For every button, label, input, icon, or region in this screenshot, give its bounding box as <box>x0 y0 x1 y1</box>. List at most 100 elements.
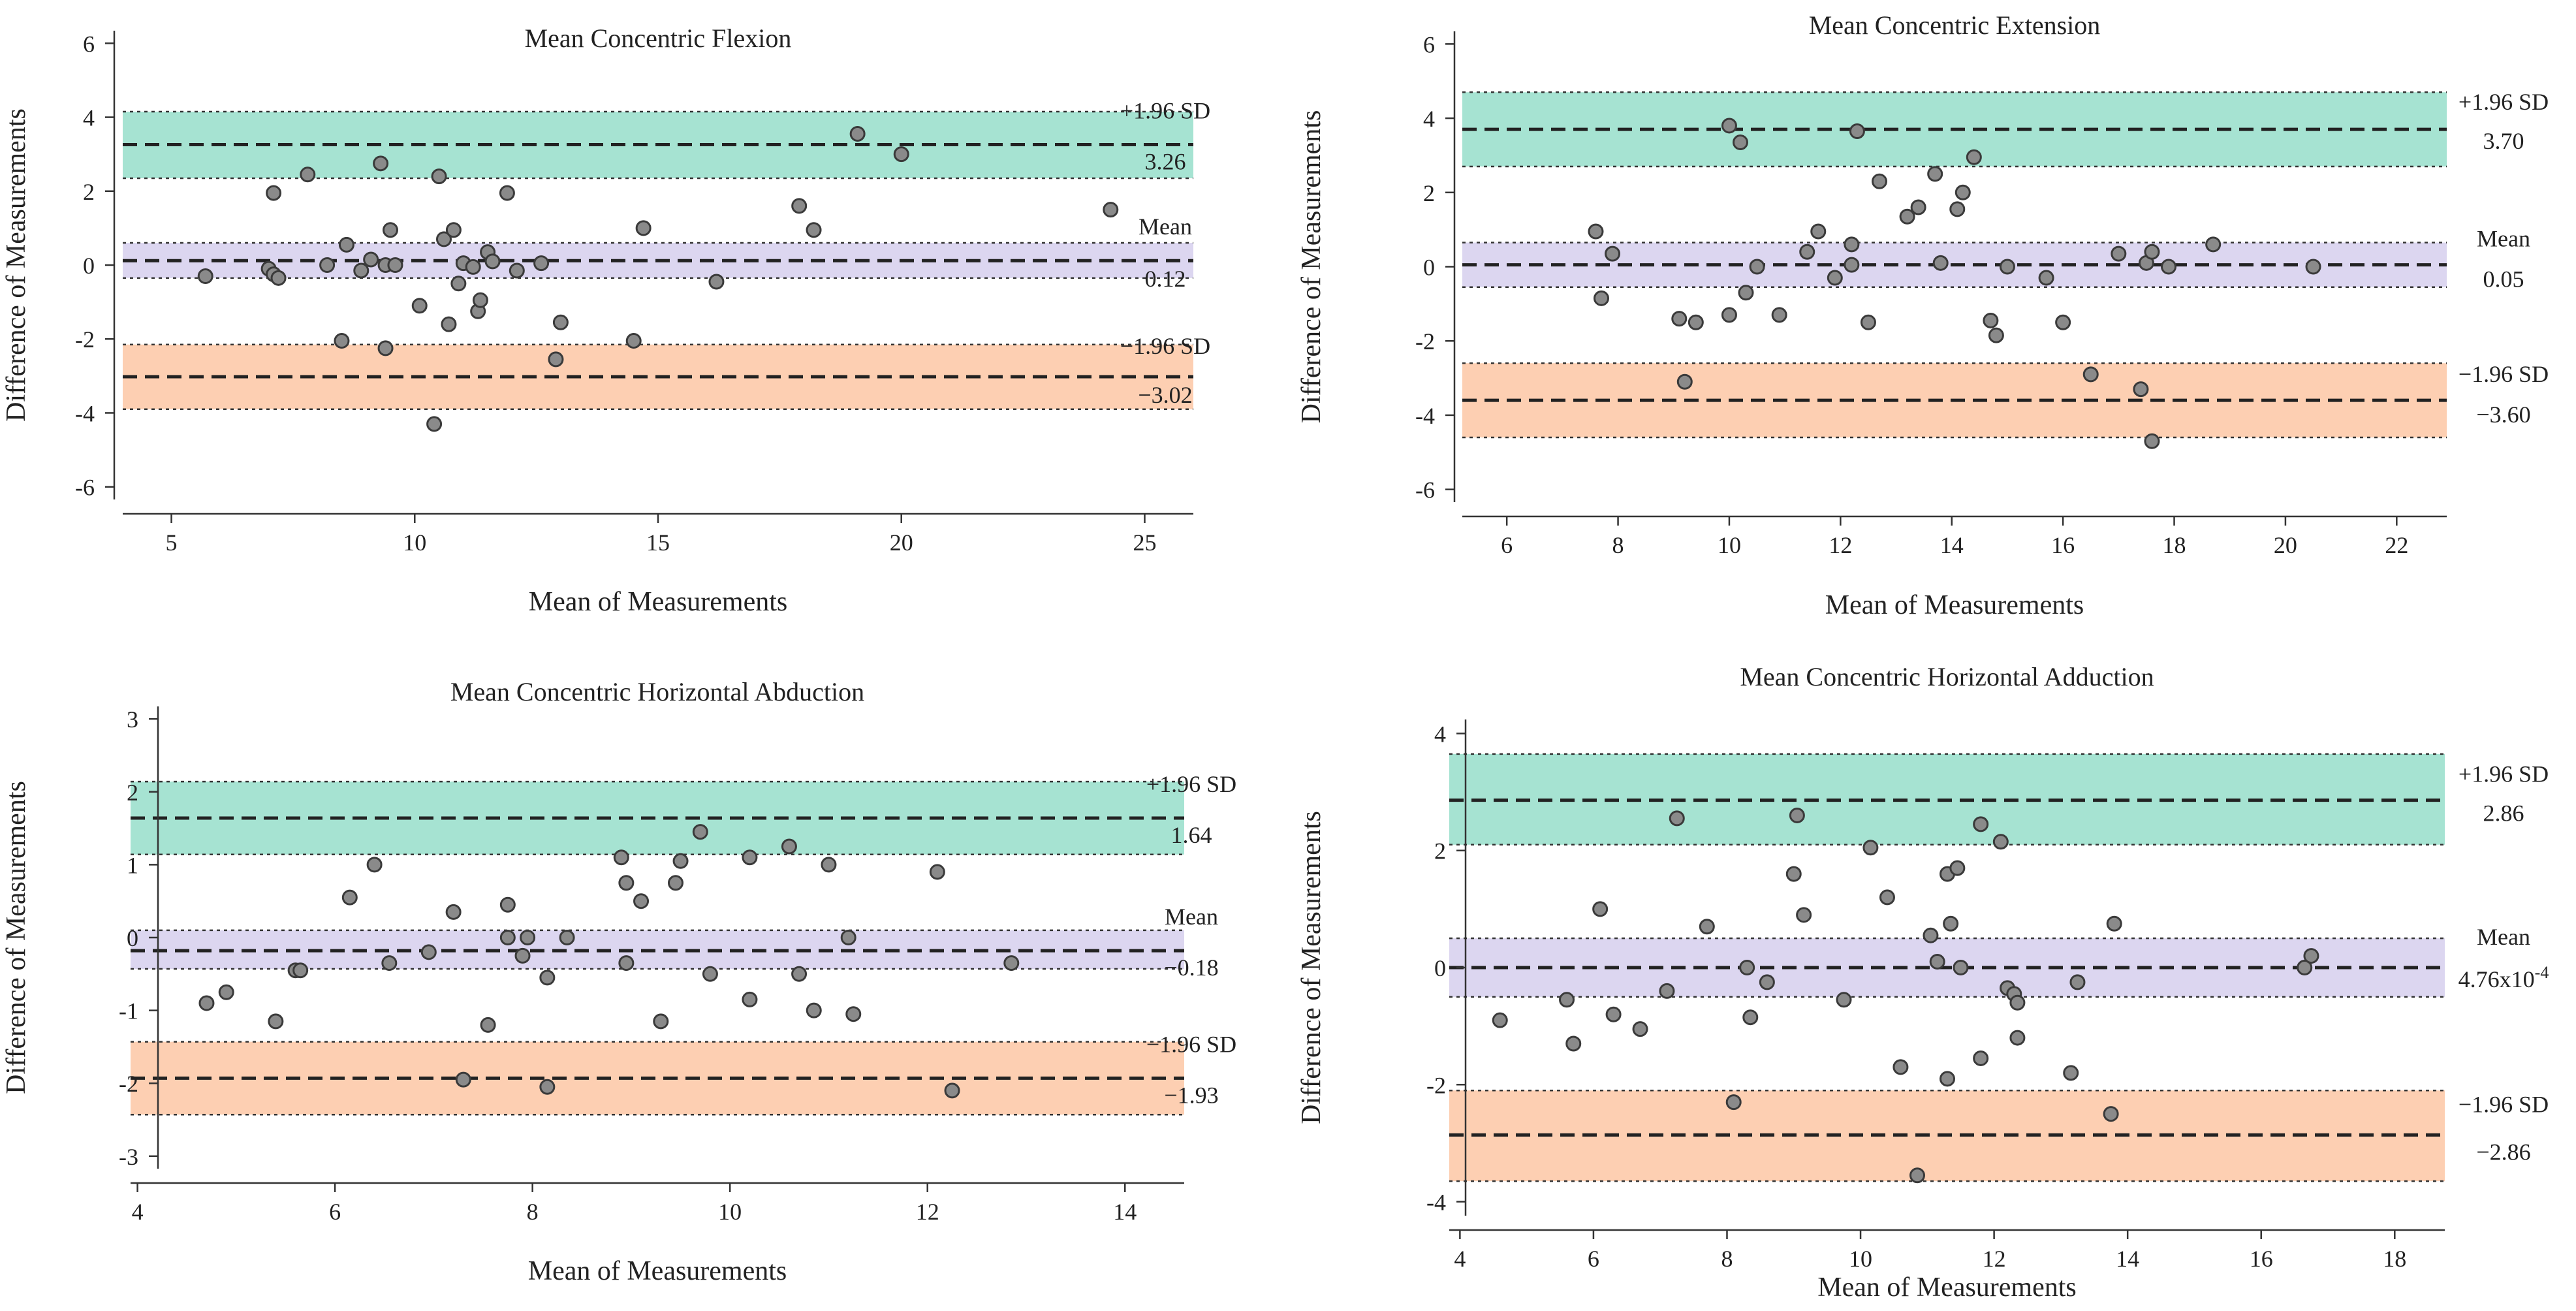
y-tick-label: -6 <box>75 475 95 501</box>
data-point <box>319 257 336 273</box>
data-point <box>2144 244 2160 260</box>
data-point <box>431 168 447 185</box>
x-tick-label: 15 <box>646 529 670 556</box>
lower-limit-label: −1.96 SD <box>2458 1091 2549 1117</box>
data-point <box>383 222 398 238</box>
data-point <box>1940 1071 1956 1087</box>
lower-limit-label: −1.96 SD <box>1120 333 1210 359</box>
x-tick-label: 14 <box>1940 532 1964 558</box>
x-axis-label: Mean of Measurements <box>1825 590 2084 620</box>
data-point <box>893 146 909 163</box>
data-point <box>2038 270 2054 286</box>
x-tick-label: 20 <box>890 529 913 556</box>
data-point <box>2055 314 2071 330</box>
x-tick-label: 6 <box>1588 1246 1599 1272</box>
y-tick-label: 3 <box>127 706 138 733</box>
data-point <box>520 930 536 945</box>
lower-limit-value: −2.86 <box>2476 1139 2530 1165</box>
data-point <box>509 262 525 279</box>
data-point <box>1739 960 1755 975</box>
y-tick-label: 2 <box>83 179 95 205</box>
data-point <box>1871 173 1887 189</box>
data-point <box>499 185 515 201</box>
data-point <box>613 849 629 866</box>
data-point <box>1827 270 1843 286</box>
data-point <box>197 268 213 284</box>
y-tick-label: 0 <box>1423 255 1435 281</box>
data-point <box>1943 915 1959 932</box>
data-point <box>1799 244 1815 260</box>
chart-title: Mean Concentric Extension <box>1809 10 2101 40</box>
data-point <box>1669 810 1685 827</box>
data-point <box>499 930 516 945</box>
data-point <box>1789 807 1805 823</box>
upper-limit-value: 2.86 <box>2483 800 2524 827</box>
data-point <box>1738 285 1754 301</box>
upper-limit-value: 1.64 <box>1171 822 1212 848</box>
chart-panel-4: 4 2 0 -2 -4 4 6 8 10 12 14 16 18 +1.96 SD 2.86 Mean 4.76… <box>1296 662 2549 1303</box>
data-point <box>1559 992 1575 1008</box>
data-point <box>1588 223 1604 240</box>
data-point <box>1721 118 1737 134</box>
data-point <box>377 340 394 356</box>
data-point <box>1992 834 2009 850</box>
data-point <box>1988 327 2004 343</box>
data-point <box>806 1002 822 1019</box>
data-point <box>465 259 481 275</box>
data-point <box>338 236 354 253</box>
data-point <box>1844 257 1860 273</box>
upper-limit-label: +1.96 SD <box>2458 761 2549 787</box>
x-tick-label: 14 <box>2116 1246 2139 1272</box>
data-point <box>653 1013 669 1030</box>
data-point <box>618 875 635 891</box>
data-point <box>268 1013 284 1030</box>
data-point <box>300 166 316 183</box>
data-point <box>1983 312 1999 328</box>
lower-limit-value: −3.02 <box>1138 382 1192 408</box>
data-point <box>845 1006 862 1022</box>
y-tick-label: 4 <box>1423 106 1435 132</box>
x-tick-label: 10 <box>718 1199 742 1225</box>
x-tick-label: 10 <box>403 529 426 556</box>
y-tick-label: 6 <box>1423 31 1435 57</box>
data-point <box>341 889 358 906</box>
data-point <box>708 274 725 290</box>
y-axis-label: Difference of Measurements <box>1 781 31 1094</box>
data-point <box>1953 960 1969 975</box>
y-tick-label: -6 <box>1415 477 1435 503</box>
data-point <box>1659 983 1675 999</box>
data-point <box>484 253 501 270</box>
data-point <box>2297 960 2313 975</box>
data-point <box>781 838 797 855</box>
data-point <box>387 257 403 273</box>
mean-limit-value: 0.12 <box>1145 266 1186 292</box>
data-point <box>1949 201 1966 217</box>
y-tick-label: -2 <box>75 326 95 353</box>
y-axis-label: Difference of Measurements <box>1296 811 1327 1124</box>
x-tick-label: 5 <box>166 529 178 556</box>
y-tick-label: 4 <box>83 105 95 131</box>
data-point <box>1565 1035 1582 1052</box>
x-tick-label: 20 <box>2274 532 2297 558</box>
y-tick-label: -3 <box>119 1144 138 1170</box>
data-point <box>2103 1106 2119 1122</box>
x-tick-label: 18 <box>2163 532 2186 558</box>
data-point <box>450 276 467 292</box>
upper-limit-value: 3.70 <box>2483 128 2524 154</box>
data-point <box>791 198 808 214</box>
data-point <box>1844 236 1860 253</box>
data-point <box>840 930 856 945</box>
data-point <box>1927 166 1943 182</box>
data-point <box>2082 366 2099 383</box>
data-point <box>411 298 428 314</box>
data-point <box>635 220 652 236</box>
y-tick-label: -4 <box>1426 1190 1446 1216</box>
data-point <box>742 849 758 866</box>
data-point <box>791 966 808 982</box>
data-point <box>1632 1021 1648 1037</box>
data-point <box>472 292 488 308</box>
data-point <box>2303 948 2319 964</box>
data-point <box>539 1079 556 1095</box>
data-point <box>381 955 398 971</box>
